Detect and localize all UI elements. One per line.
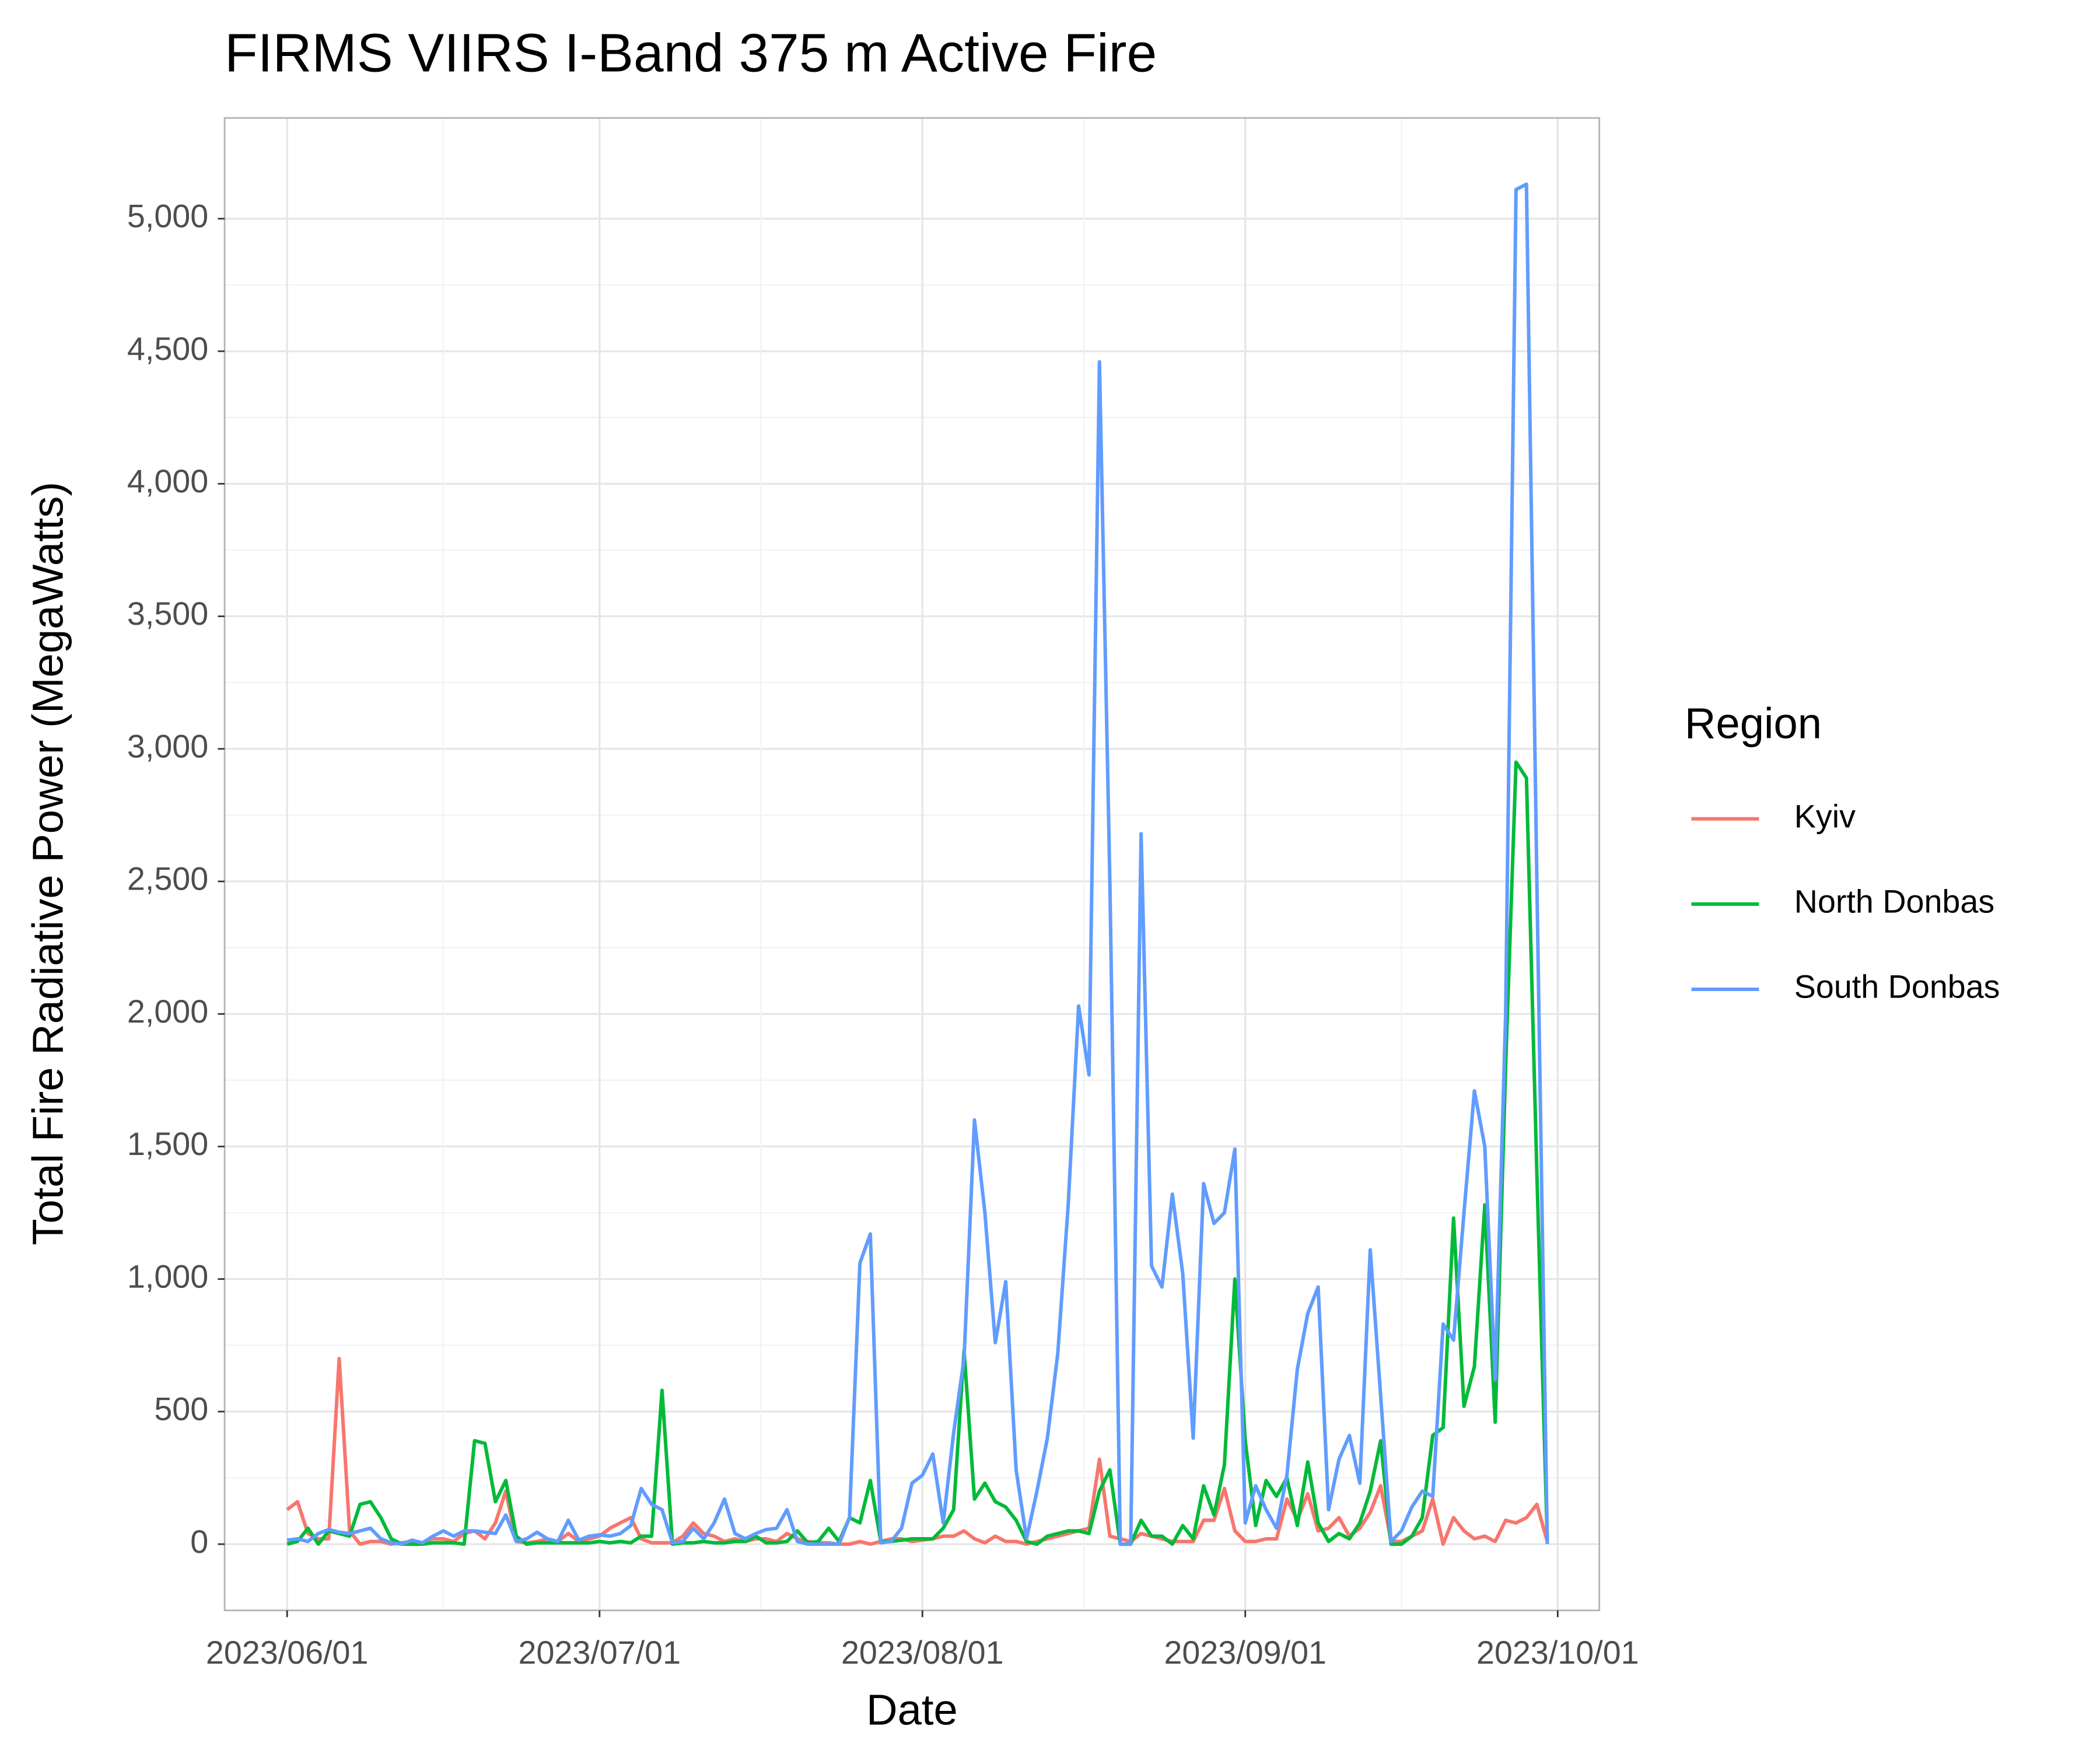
legend-title: Region [1685,699,1822,748]
chart-title: FIRMS VIIRS I-Band 375 m Active Fire [225,22,1157,83]
y-tick-label: 500 [154,1391,208,1427]
y-tick-label: 0 [190,1524,208,1560]
x-tick-label: 2023/09/01 [1164,1634,1326,1671]
y-tick-label: 3,000 [127,728,208,764]
lines [286,182,1549,1546]
legend-label: North Donbas [1794,884,1994,920]
series-line [286,182,1549,1546]
grid [225,118,1600,1611]
y-tick-label: 5,000 [127,198,208,235]
y-tick-label: 3,500 [127,596,208,632]
y-tick-label: 4,000 [127,463,208,499]
legend-label: South Donbas [1794,969,2000,1005]
y-tick-label: 2,000 [127,993,208,1030]
legend-label: Kyiv [1794,798,1856,834]
y-tick-label: 2,500 [127,861,208,897]
series-line [286,760,1549,1546]
y-tick-label: 1,500 [127,1126,208,1162]
axes: 0 500 1,000 1,500 2,000 2,500 3,000 3,500 4,000 4… [127,198,1639,1671]
legend: Kyiv North Donbas South Donbas [1691,798,2000,1005]
x-tick-label: 2023/08/01 [841,1634,1004,1671]
x-tick-label: 2023/10/01 [1476,1634,1639,1671]
series-line [286,1356,1549,1546]
x-tick-label: 2023/07/01 [519,1634,681,1671]
panel-border [223,117,1601,1612]
x-axis-title: Date [866,1686,958,1734]
y-tick-label: 4,500 [127,331,208,367]
y-axis-title: Total Fire Radiative Power (MegaWatts) [24,482,72,1245]
y-tick-label: 1,000 [127,1258,208,1294]
x-tick-label: 2023/06/01 [206,1634,369,1671]
